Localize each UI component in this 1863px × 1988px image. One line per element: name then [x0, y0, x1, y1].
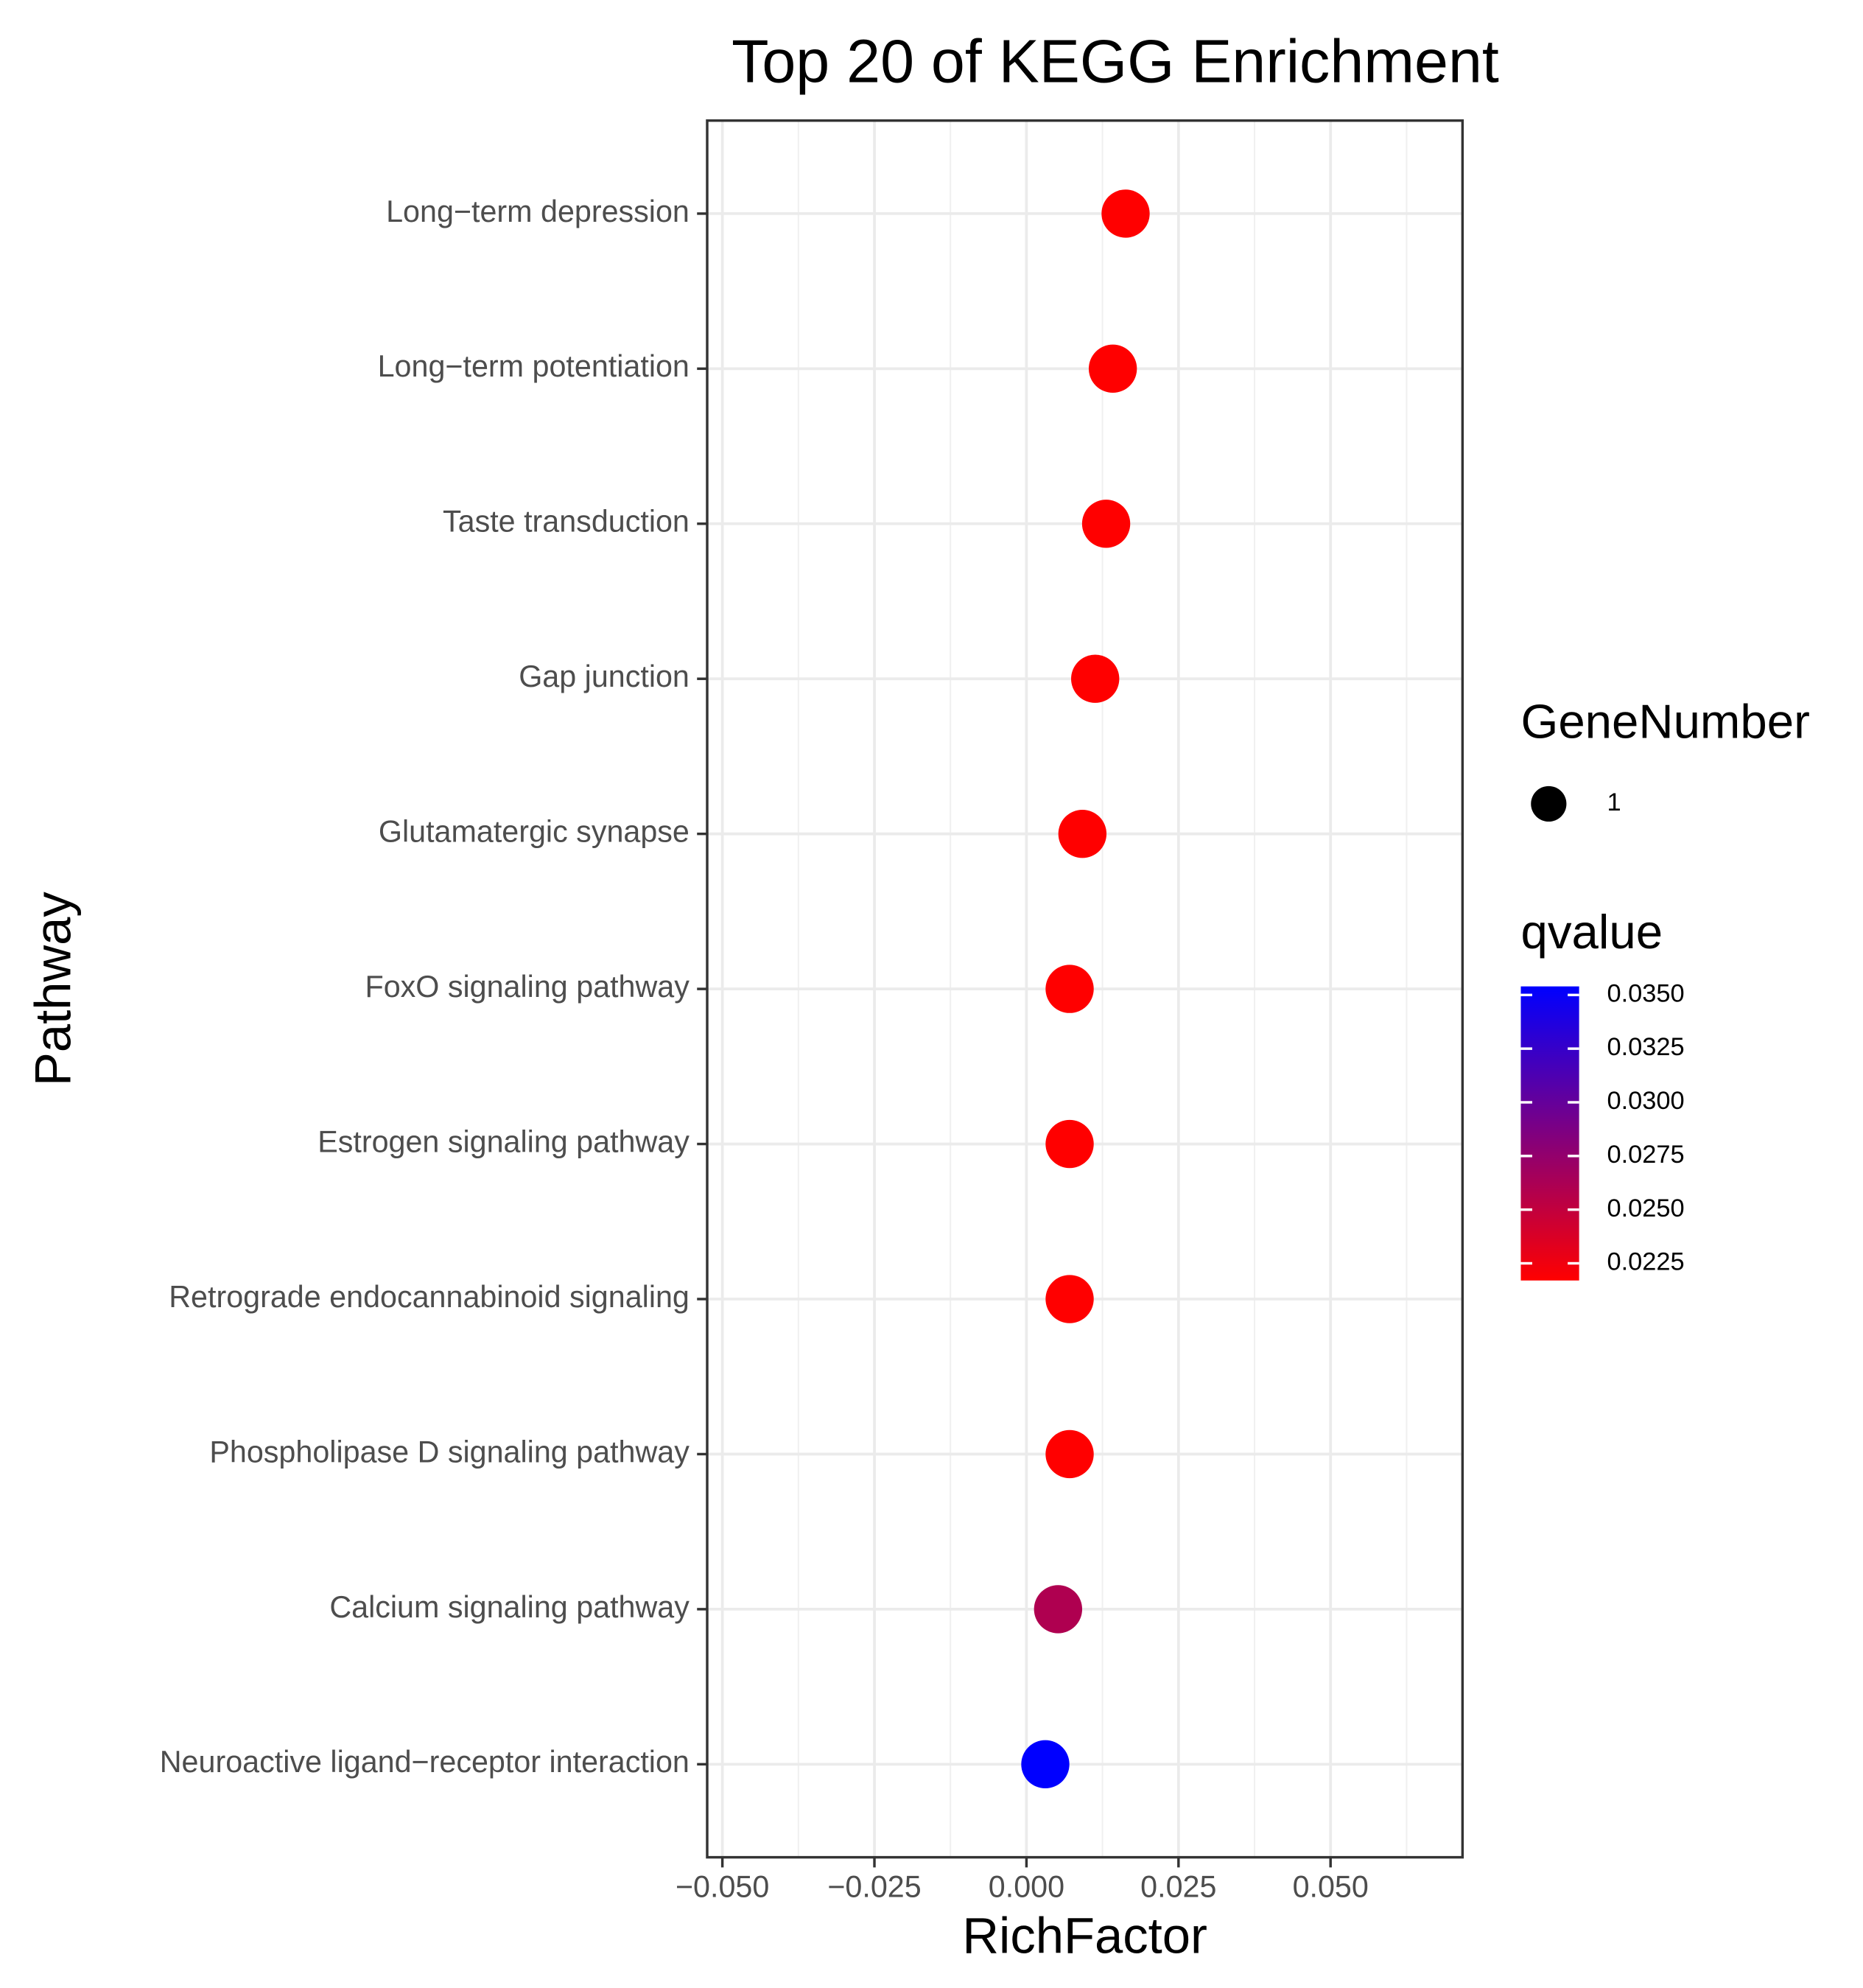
x-tick-label: 0.000 — [989, 1870, 1064, 1904]
point — [1045, 965, 1094, 1013]
color-bar-label: 0.0225 — [1607, 1248, 1684, 1276]
color-bar-label: 0.0325 — [1607, 1033, 1684, 1061]
x-tick-label: 0.050 — [1293, 1870, 1369, 1904]
y-tick-label: Taste transduction — [443, 505, 690, 539]
point — [1101, 189, 1150, 238]
point — [1058, 809, 1107, 858]
y-tick-label: Long−term depression — [386, 195, 690, 228]
chart-title: Top 20 of KEGG Enrichment — [731, 27, 1499, 95]
color-bar-label: 0.0275 — [1607, 1141, 1684, 1169]
x-tick-label: 0.025 — [1140, 1870, 1216, 1904]
y-tick-label: Neuroactive ligand−receptor interaction — [160, 1745, 690, 1779]
color-legend-title: qvalue — [1520, 905, 1663, 959]
y-tick-label: FoxO signaling pathway — [365, 970, 690, 1004]
point — [1045, 1275, 1094, 1323]
size-legend-key — [1531, 785, 1567, 822]
y-tick-label: Gap junction — [519, 659, 690, 693]
point — [1081, 500, 1131, 548]
point — [1021, 1740, 1070, 1789]
color-bar-label: 0.0300 — [1607, 1087, 1684, 1115]
point — [1045, 1429, 1094, 1479]
size-legend-label: 1 — [1607, 788, 1621, 816]
color-bar-label: 0.0250 — [1607, 1194, 1684, 1222]
x-tick-label: −0.050 — [676, 1870, 769, 1904]
point — [1088, 344, 1137, 393]
y-tick-label: Estrogen signaling pathway — [317, 1124, 690, 1158]
plot-border — [706, 119, 1464, 1859]
color-bar-label: 0.0350 — [1607, 979, 1684, 1007]
point — [1034, 1585, 1083, 1634]
y-tick-label: Long−term potentiation — [378, 349, 690, 383]
color-bar — [1520, 986, 1579, 1281]
point — [1045, 1119, 1094, 1169]
x-tick-label: −0.025 — [827, 1870, 921, 1904]
y-tick-label: Calcium signaling pathway — [329, 1590, 690, 1624]
y-tick-label: Phospholipase D signaling pathway — [209, 1435, 690, 1469]
point — [1071, 654, 1120, 703]
x-axis-title: RichFactor — [962, 1908, 1207, 1964]
y-axis-title: Pathway — [25, 892, 82, 1086]
y-tick-label: Retrograde endocannabinoid signaling — [169, 1280, 690, 1314]
size-legend-title: GeneNumber — [1520, 695, 1809, 749]
y-tick-label: Glutamatergic synapse — [379, 815, 690, 849]
